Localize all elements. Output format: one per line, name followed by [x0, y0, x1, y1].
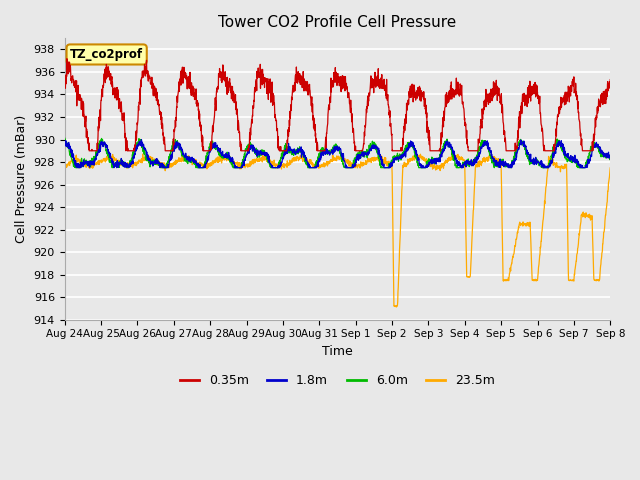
- 0.35m: [365, 93, 373, 99]
- Y-axis label: Cell Pressure (mBar): Cell Pressure (mBar): [15, 115, 28, 243]
- 6.0m: [72, 165, 79, 170]
- Text: TZ_co2prof: TZ_co2prof: [70, 48, 143, 61]
- 0.35m: [214, 87, 221, 93]
- 23.5m: [497, 157, 504, 163]
- 6.0m: [353, 153, 361, 158]
- 23.5m: [449, 151, 456, 156]
- 0.35m: [354, 148, 362, 154]
- 1.8m: [559, 144, 566, 150]
- 1.8m: [74, 165, 82, 170]
- 0.35m: [497, 99, 504, 105]
- X-axis label: Time: Time: [322, 345, 353, 358]
- Title: Tower CO2 Profile Cell Pressure: Tower CO2 Profile Cell Pressure: [218, 15, 456, 30]
- 0.35m: [574, 106, 582, 111]
- Line: 23.5m: 23.5m: [65, 154, 611, 307]
- 1.8m: [138, 137, 145, 143]
- 0.35m: [85, 148, 93, 154]
- 6.0m: [558, 148, 566, 154]
- 6.0m: [496, 158, 504, 164]
- 1.8m: [574, 158, 582, 164]
- 23.5m: [61, 165, 68, 171]
- 0.35m: [607, 77, 614, 83]
- 0.35m: [559, 99, 566, 105]
- 1.8m: [365, 147, 373, 153]
- 1.8m: [497, 165, 504, 170]
- 6.0m: [213, 145, 221, 151]
- 1.8m: [214, 142, 221, 148]
- 1.8m: [354, 156, 362, 162]
- 23.5m: [607, 165, 614, 171]
- 6.0m: [573, 162, 581, 168]
- Legend: 0.35m, 1.8m, 6.0m, 23.5m: 0.35m, 1.8m, 6.0m, 23.5m: [175, 370, 500, 392]
- 23.5m: [353, 163, 361, 168]
- Line: 1.8m: 1.8m: [65, 140, 611, 168]
- 1.8m: [61, 142, 68, 148]
- Line: 0.35m: 0.35m: [65, 59, 611, 151]
- 23.5m: [574, 245, 582, 251]
- 23.5m: [365, 159, 372, 165]
- 6.0m: [607, 156, 614, 162]
- 0.35m: [61, 82, 68, 87]
- 6.0m: [365, 143, 373, 148]
- 23.5m: [392, 304, 400, 310]
- 23.5m: [213, 157, 221, 163]
- 6.0m: [61, 135, 68, 141]
- 23.5m: [559, 165, 566, 170]
- 1.8m: [607, 152, 614, 157]
- 0.35m: [63, 56, 71, 61]
- Line: 6.0m: 6.0m: [65, 138, 611, 168]
